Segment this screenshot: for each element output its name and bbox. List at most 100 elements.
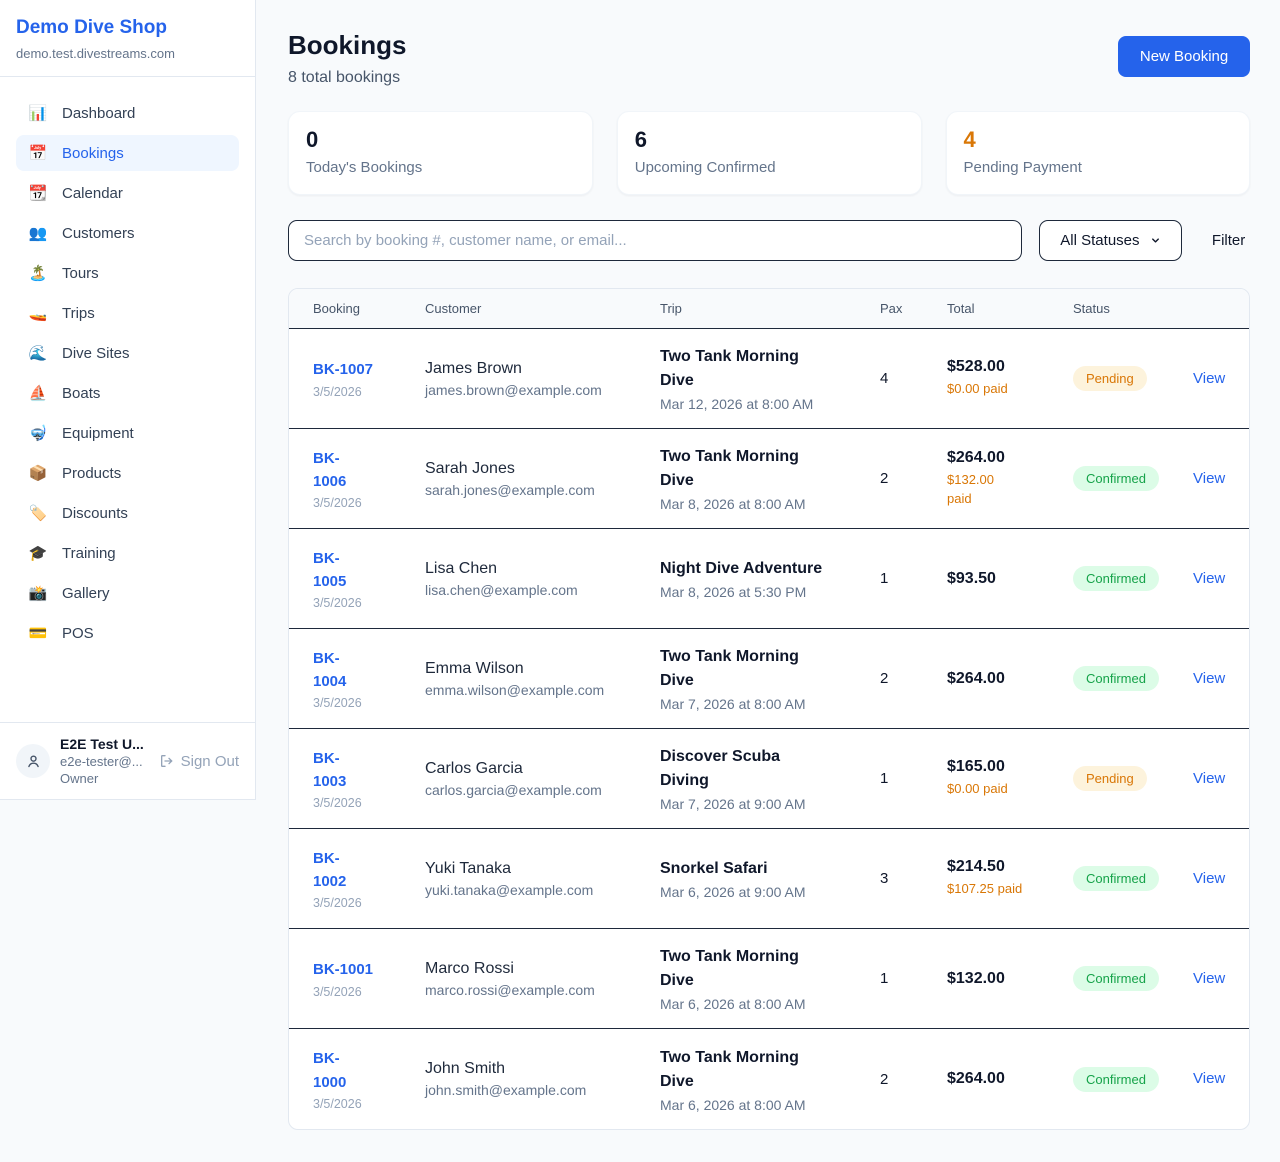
view-link[interactable]: View	[1193, 869, 1226, 887]
sidebar-item-bookings[interactable]: 📅 Bookings	[16, 135, 239, 171]
status-badge: Confirmed	[1073, 866, 1159, 891]
action-cell: View	[1193, 970, 1225, 988]
view-link[interactable]: View	[1193, 569, 1226, 587]
customer-email: sarah.jones@example.com	[425, 481, 595, 498]
customer-email: carlos.garcia@example.com	[425, 781, 602, 798]
sidebar-item-gallery[interactable]: 📸 Gallery	[16, 575, 239, 611]
trip-date: Mar 7, 2026 at 9:00 AM	[660, 796, 806, 812]
view-link[interactable]: View	[1193, 969, 1226, 987]
status-badge: Pending	[1073, 766, 1147, 791]
sidebar-item-dive-sites[interactable]: 🌊 Dive Sites	[16, 335, 239, 371]
package-icon: 📦	[28, 465, 48, 482]
trip-cell: Two Tank Morning Dive Mar 8, 2026 at 8:0…	[660, 445, 880, 512]
sailboat-icon: ⛵	[28, 385, 48, 402]
view-link[interactable]: View	[1193, 369, 1226, 387]
action-cell: View	[1193, 570, 1225, 588]
stat-value: 0	[306, 127, 319, 152]
sidebar-column: Demo Dive Shop demo.test.divestreams.com…	[0, 0, 256, 1162]
user-meta: E2E Test U... e2e-tester@... Owner	[60, 736, 149, 786]
search-input[interactable]	[288, 220, 1022, 261]
shop-domain: demo.test.divestreams.com	[16, 46, 175, 61]
customer-cell: Yuki Tanaka yuki.tanaka@example.com	[425, 860, 660, 898]
total-amount: $264.00	[947, 448, 1005, 466]
table-row: BK-1001 3/5/2026 Marco Rossi marco.rossi…	[289, 929, 1250, 1029]
user-role: Owner	[60, 771, 99, 786]
action-cell: View	[1193, 1070, 1225, 1088]
new-booking-button[interactable]: New Booking	[1117, 36, 1251, 77]
booking-cell: BK- 1003 3/5/2026	[313, 747, 425, 811]
trip-date: Mar 6, 2026 at 8:00 AM	[660, 996, 806, 1012]
customer-name: Marco Rossi	[425, 959, 514, 977]
column-header-total: Total	[947, 301, 975, 316]
stat-card-upcoming-confirmed: 6 Upcoming Confirmed	[616, 111, 922, 195]
stat-label: Today's Bookings	[306, 159, 423, 176]
trip-name: Night Dive Adventure	[660, 560, 823, 577]
pax-value: 1	[880, 570, 889, 587]
booking-id-link[interactable]: BK-1007	[313, 361, 374, 379]
status-select[interactable]: All Statuses	[1038, 220, 1182, 261]
brand-header: Demo Dive Shop demo.test.divestreams.com	[0, 0, 255, 77]
booking-id-link[interactable]: BK- 1004	[313, 649, 347, 690]
sidebar-item-equipment[interactable]: 🤿 Equipment	[16, 415, 239, 451]
booking-date: 3/5/2026	[313, 984, 362, 999]
booking-date: 3/5/2026	[313, 696, 362, 711]
view-link[interactable]: View	[1193, 1070, 1226, 1087]
stat-card-todays-bookings: 0 Today's Bookings	[288, 111, 593, 195]
customer-name: Sarah Jones	[425, 459, 515, 477]
booking-date: 3/5/2026	[313, 596, 362, 611]
action-cell: View	[1193, 370, 1225, 388]
sign-out-button[interactable]: Sign Out	[159, 753, 239, 770]
sidebar-item-products[interactable]: 📦 Products	[16, 455, 239, 491]
booking-id-link[interactable]: BK- 1002	[313, 849, 347, 890]
tag-icon: 🏷️	[28, 505, 48, 522]
status-cell: Confirmed	[1073, 866, 1193, 891]
sidebar-item-boats[interactable]: ⛵ Boats	[16, 375, 239, 411]
total-amount: $528.00	[947, 358, 1005, 376]
island-icon: 🏝️	[28, 265, 48, 282]
customer-name: Emma Wilson	[425, 659, 524, 677]
sidebar-item-customers[interactable]: 👥 Customers	[16, 215, 239, 251]
trip-date: Mar 12, 2026 at 8:00 AM	[660, 396, 814, 412]
booking-cell: BK- 1000 3/5/2026	[313, 1047, 425, 1111]
graduation-cap-icon: 🎓	[28, 545, 48, 562]
total-amount: $165.00	[947, 758, 1005, 776]
filter-button[interactable]: Filter	[1211, 232, 1246, 249]
table-row: BK- 1002 3/5/2026 Yuki Tanaka yuki.tanak…	[289, 829, 1250, 929]
customer-email: james.brown@example.com	[425, 381, 602, 398]
status-cell: Pending	[1073, 366, 1193, 391]
view-link[interactable]: View	[1193, 469, 1226, 487]
customer-name: Yuki Tanaka	[425, 859, 511, 877]
booking-cell: BK- 1006 3/5/2026	[313, 447, 425, 511]
sidebar-item-tours[interactable]: 🏝️ Tours	[16, 255, 239, 291]
status-select-value: All Statuses	[1060, 232, 1140, 249]
booking-id-link[interactable]: BK- 1006	[313, 449, 347, 490]
booking-id-link[interactable]: BK- 1005	[313, 549, 347, 590]
booking-cell: BK- 1004 3/5/2026	[313, 647, 425, 711]
logout-icon	[160, 755, 172, 767]
stat-value: 6	[634, 127, 647, 152]
booking-cell: BK- 1002 3/5/2026	[313, 847, 425, 911]
credit-card-icon: 💳	[28, 625, 48, 642]
sidebar-item-discounts[interactable]: 🏷️ Discounts	[16, 495, 239, 531]
status-cell: Pending	[1073, 766, 1193, 791]
booking-id-link[interactable]: BK-1001	[313, 961, 374, 979]
column-header-status: Status	[1073, 301, 1110, 316]
trip-name: Discover Scuba Diving	[660, 748, 781, 789]
booking-id-link[interactable]: BK- 1000	[313, 1050, 347, 1091]
view-link[interactable]: View	[1193, 669, 1226, 687]
trip-name: Two Tank Morning Dive	[660, 1048, 799, 1090]
sidebar-item-trips[interactable]: 🚤 Trips	[16, 295, 239, 331]
trip-date: Mar 6, 2026 at 9:00 AM	[660, 884, 806, 900]
sidebar-item-calendar[interactable]: 📆 Calendar	[16, 175, 239, 211]
view-link[interactable]: View	[1193, 769, 1226, 787]
booking-id-link[interactable]: BK- 1003	[313, 749, 347, 790]
sidebar-item-dashboard[interactable]: 📊 Dashboard	[16, 95, 239, 131]
trip-name: Two Tank Morning Dive	[660, 648, 799, 689]
sidebar-item-training[interactable]: 🎓 Training	[16, 535, 239, 571]
sidebar-item-pos[interactable]: 💳 POS	[16, 615, 239, 651]
action-cell: View	[1193, 770, 1225, 788]
stat-card-pending-payment: 4 Pending Payment	[945, 111, 1251, 195]
sidebar-item-label: Boats	[62, 384, 101, 402]
user-avatar	[16, 744, 50, 778]
booking-date: 3/5/2026	[313, 796, 362, 811]
